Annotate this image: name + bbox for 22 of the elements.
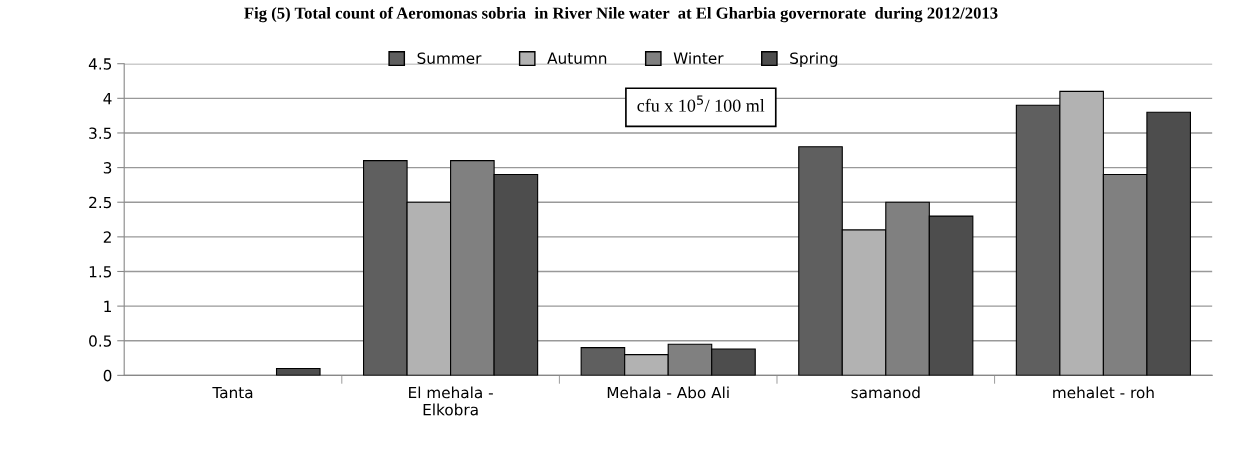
y-tick-label: 0.5 [89, 335, 112, 347]
x-tick-label: samanod [851, 386, 920, 399]
y-tick-label: 4 [103, 93, 112, 105]
legend-label: Summer [417, 52, 482, 64]
legend-label: Winter [673, 52, 724, 64]
x-tick-label: mehalet - roh [1053, 386, 1154, 399]
legend-label: Spring [790, 52, 838, 67]
y-tick-label: 1.5 [89, 266, 112, 278]
chart-title: Fig (5) Total count of Aeromonas sobria in River Nile water at El Gharbia governorate during 2012/2013 [244, 6, 998, 23]
y-tick-label: 4.5 [88, 58, 112, 70]
annotation: cfu x 10$^{5}$/ 100 ml [637, 95, 765, 112]
y-tick-label: 1 [104, 300, 111, 312]
legend-label: Autumn [547, 52, 607, 64]
y-tick-label: 2.5 [89, 196, 112, 209]
y-tick-label: 3 [103, 162, 112, 174]
x-tick-label: Mehala - Abo Ali [607, 386, 729, 399]
y-tick-label: 0 [103, 369, 112, 382]
y-tick-label: 3.5 [89, 127, 112, 139]
x-tick-label: Tanta [212, 386, 253, 399]
y-tick-label: 2 [103, 231, 111, 243]
bar [275, 367, 321, 376]
x-tick-label: El mehala - Elkobra [409, 386, 493, 416]
